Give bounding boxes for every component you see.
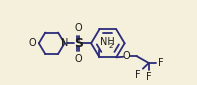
Text: S: S [74, 37, 83, 50]
Text: N: N [61, 38, 68, 48]
Text: 2: 2 [109, 43, 113, 49]
Text: O: O [122, 51, 130, 61]
Text: O: O [74, 54, 82, 64]
Text: F: F [158, 58, 163, 68]
Text: F: F [135, 70, 141, 80]
Text: F: F [146, 72, 152, 82]
Text: O: O [28, 38, 36, 48]
Text: NH: NH [100, 37, 115, 47]
Text: O: O [74, 23, 82, 33]
